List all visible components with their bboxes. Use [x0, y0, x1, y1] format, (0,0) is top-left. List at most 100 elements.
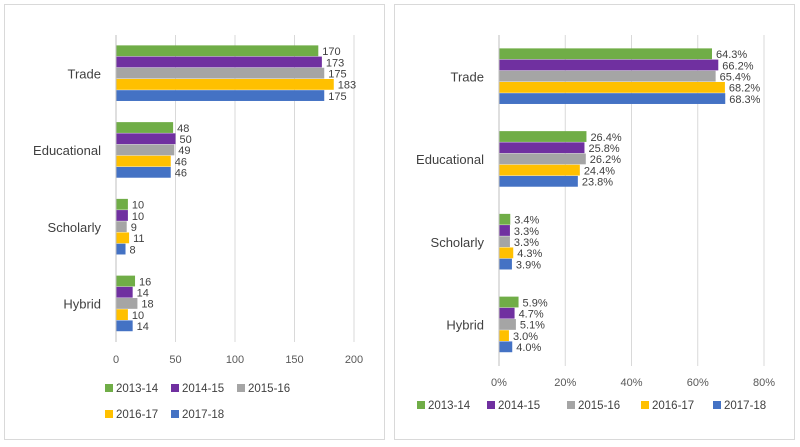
bar-scholarly-2017-18 [499, 258, 512, 270]
bar-chart-counts: 0 50 100 150 200Trade170173175183175Educatio… [33, 35, 363, 421]
category-label-educational: Educational [33, 143, 101, 158]
bar-hybrid-2015-16 [116, 298, 138, 309]
bar-educational-2016-17 [116, 155, 171, 167]
legend-label-2017-18: 2017-18 [182, 409, 224, 421]
value-label-scholarly-2017-18: 8 [130, 244, 136, 256]
value-label-hybrid-2016-17: 10 [132, 310, 144, 322]
value-label-educational-2017-18: 23.8% [582, 177, 613, 189]
value-label-educational-2014-15: 25.8% [588, 143, 619, 155]
bar-hybrid-2016-17 [499, 330, 509, 342]
x-tick-label-4: 200 [345, 354, 363, 366]
bar-educational-2013-14 [499, 131, 587, 142]
value-label-trade-2013-14: 170 [322, 46, 340, 58]
value-label-educational-2015-16: 26.2% [590, 154, 621, 166]
bar-scholarly-2016-17 [116, 232, 130, 244]
legend-swatch-2015-16 [237, 384, 245, 392]
bar-scholarly-2016-17 [499, 247, 514, 259]
bar-trade-2014-15 [499, 59, 719, 71]
value-label-trade-2017-18: 68.3% [729, 94, 760, 106]
value-label-trade-2014-15: 173 [326, 57, 344, 69]
value-label-trade-2015-16: 175 [328, 68, 346, 80]
bar-hybrid-2013-14 [499, 296, 519, 308]
legend-swatch-2013-14 [417, 401, 425, 409]
legend-swatch-2014-15 [487, 401, 495, 409]
value-label-scholarly-2013-14: 10 [132, 200, 144, 212]
bar-scholarly-2014-15 [499, 225, 510, 236]
value-label-hybrid-2017-18: 4.0% [516, 342, 541, 354]
bar-educational-2013-14 [116, 122, 174, 133]
category-label-educational: Educational [416, 152, 484, 167]
bar-chart-percentages: 0% 20% 40% 60% 80% Trade 64.3%66.2%65.4%68.2%6… [416, 35, 775, 412]
legend-label-2013-14: 2013-14 [116, 383, 159, 395]
bar-scholarly-2013-14 [116, 198, 128, 210]
category-label-scholarly: Scholarly [48, 220, 102, 235]
value-label-hybrid-2013-14: 16 [139, 276, 151, 288]
value-label-hybrid-2014-15: 4.7% [519, 309, 544, 321]
value-label-scholarly-2015-16: 3.3% [514, 237, 539, 249]
legend-label-2016-17: 2016-17 [116, 409, 158, 421]
legend-label-2017-18: 2017-18 [724, 400, 766, 412]
value-label-educational-2013-14: 26.4% [590, 132, 621, 144]
value-label-trade-2014-15: 66.2% [722, 60, 753, 72]
bar-scholarly-2013-14 [499, 213, 511, 225]
bar-hybrid-2016-17 [116, 309, 128, 321]
chart-panel-counts: 0 50 100 150 200 Trade 170 173 175 183 175 Educatio… [4, 4, 385, 440]
value-label-trade-2016-17: 183 [338, 80, 356, 92]
legend-swatch-2016-17 [641, 401, 649, 409]
legend-label-2016-17: 2016-17 [652, 400, 694, 412]
value-label-educational-2013-14: 48 [177, 123, 189, 135]
bar-scholarly-2017-18 [116, 243, 126, 255]
value-label-scholarly-2017-18: 3.9% [516, 259, 541, 271]
bar-hybrid-2014-15 [499, 307, 515, 319]
x-tick-label-4: 80% [753, 377, 775, 389]
bar-scholarly-2015-16 [116, 221, 127, 233]
value-label-hybrid-2014-15: 14 [137, 288, 149, 300]
category-label-trade: Trade [451, 69, 484, 84]
category-label-scholarly: Scholarly [431, 235, 485, 250]
value-label-educational-2015-16: 49 [178, 145, 190, 157]
value-label-educational-2016-17: 24.4% [584, 165, 615, 177]
x-tick-label-0: 0% [491, 377, 507, 389]
x-tick-label-0: 0 [113, 354, 119, 366]
value-label-hybrid-2015-16: 18 [141, 299, 153, 311]
bar-trade-2014-15 [116, 56, 322, 68]
bar-hybrid-2013-14 [116, 275, 136, 287]
bar-trade-2015-16 [116, 67, 325, 79]
legend-swatch-2014-15 [171, 384, 179, 392]
value-label-educational-2017-18: 46 [175, 168, 187, 180]
legend-swatch-2013-14 [105, 384, 113, 392]
value-label-trade-2015-16: 65.4% [720, 71, 751, 83]
value-label-hybrid-2016-17: 3.0% [513, 331, 538, 343]
legend-label-2015-16: 2015-16 [248, 383, 290, 395]
bar-trade-2016-17 [499, 81, 725, 93]
bar-scholarly-2015-16 [499, 236, 510, 248]
bar-educational-2014-15 [499, 142, 585, 154]
x-tick-label-1: 20% [554, 377, 576, 389]
bar-trade-2017-18 [116, 90, 325, 101]
value-label-scholarly-2014-15: 10 [132, 211, 144, 223]
category-label-trade: Trade [68, 66, 101, 81]
bar-hybrid-2015-16 [499, 319, 516, 330]
legend-swatch-2015-16 [567, 401, 575, 409]
value-label-scholarly-2013-14: 3.4% [514, 215, 539, 227]
value-label-hybrid-2015-16: 5.1% [520, 320, 545, 332]
value-label-trade-2016-17: 68.2% [729, 83, 760, 95]
bar-educational-2015-16 [116, 144, 175, 156]
x-tick-label-3: 150 [285, 354, 303, 366]
chart-panel-percentages: 0% 20% 40% 60% 80% Trade 64.3% 66.2% 65.4% 68.2% 6… [394, 4, 795, 440]
legend-label-2015-16: 2015-16 [578, 400, 620, 412]
legend-label-2014-15: 2014-15 [182, 383, 224, 395]
bar-hybrid-2017-18 [116, 320, 133, 332]
bar-educational-2016-17 [499, 164, 580, 176]
value-label-scholarly-2016-17: 11 [133, 233, 144, 245]
bar-trade-2013-14 [499, 48, 712, 60]
x-tick-label-1: 50 [169, 354, 181, 366]
bar-educational-2015-16 [499, 153, 586, 165]
legend-swatch-2017-18 [171, 410, 179, 418]
legend-label-2014-15: 2014-15 [498, 400, 540, 412]
value-label-hybrid-2017-18: 14 [137, 321, 149, 333]
value-label-scholarly-2014-15: 3.3% [514, 226, 539, 238]
value-label-scholarly-2016-17: 4.3% [517, 248, 542, 260]
bar-hybrid-2017-18 [499, 341, 513, 353]
x-tick-label-2: 40% [620, 377, 642, 389]
